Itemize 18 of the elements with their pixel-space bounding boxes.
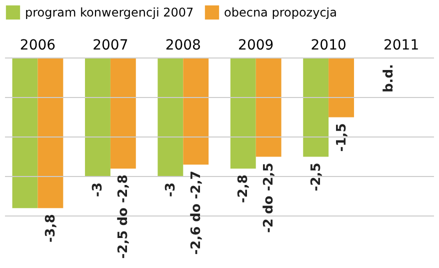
text: b.d. (382, 64, 397, 92)
data-label: -2,8 (236, 174, 252, 204)
x-tick-label: 2011 (383, 38, 420, 54)
x-tick-label: 2006 (20, 38, 56, 54)
x-tick-label: 2007 (92, 38, 128, 54)
legend-label: program konwergencji 2007 (25, 5, 194, 20)
x-tick-label: 2009 (238, 38, 274, 54)
legend-label: obecna propozycja (224, 5, 337, 20)
data-label: -1,5 (334, 123, 350, 152)
x-tick-label: 2010 (310, 38, 346, 54)
data-label: -2,5 do -2,8 (116, 174, 132, 259)
data-label: -3,8 (43, 214, 58, 243)
data-label: -2 do -2,5 (262, 162, 277, 233)
data-label: -2,6 do -2,7 (188, 170, 204, 255)
data-label: -3 (163, 182, 178, 197)
x-tick-label: 2008 (165, 38, 201, 54)
data-label: -3 (90, 182, 106, 197)
data-label: -2,5 (308, 162, 324, 192)
